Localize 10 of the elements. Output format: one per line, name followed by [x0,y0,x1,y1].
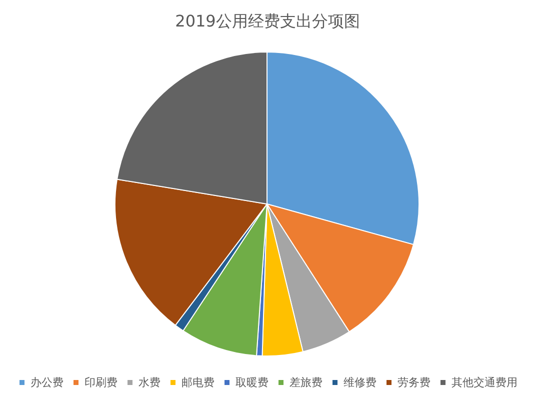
legend-label: 取暖费 [236,376,268,389]
legend-label: 差旅费 [290,376,322,389]
legend-label: 办公费 [30,376,64,389]
legend-label: 印刷费 [84,376,118,389]
chart-title: 2019公用经费支出分项图 [175,12,360,30]
legend-label: 邮电费 [182,376,214,389]
legend-label: 维修费 [344,376,376,389]
legend-label: 劳务费 [398,376,430,389]
legend-label: 其他交通费用 [452,376,518,389]
legend-label: 水费 [138,376,160,389]
